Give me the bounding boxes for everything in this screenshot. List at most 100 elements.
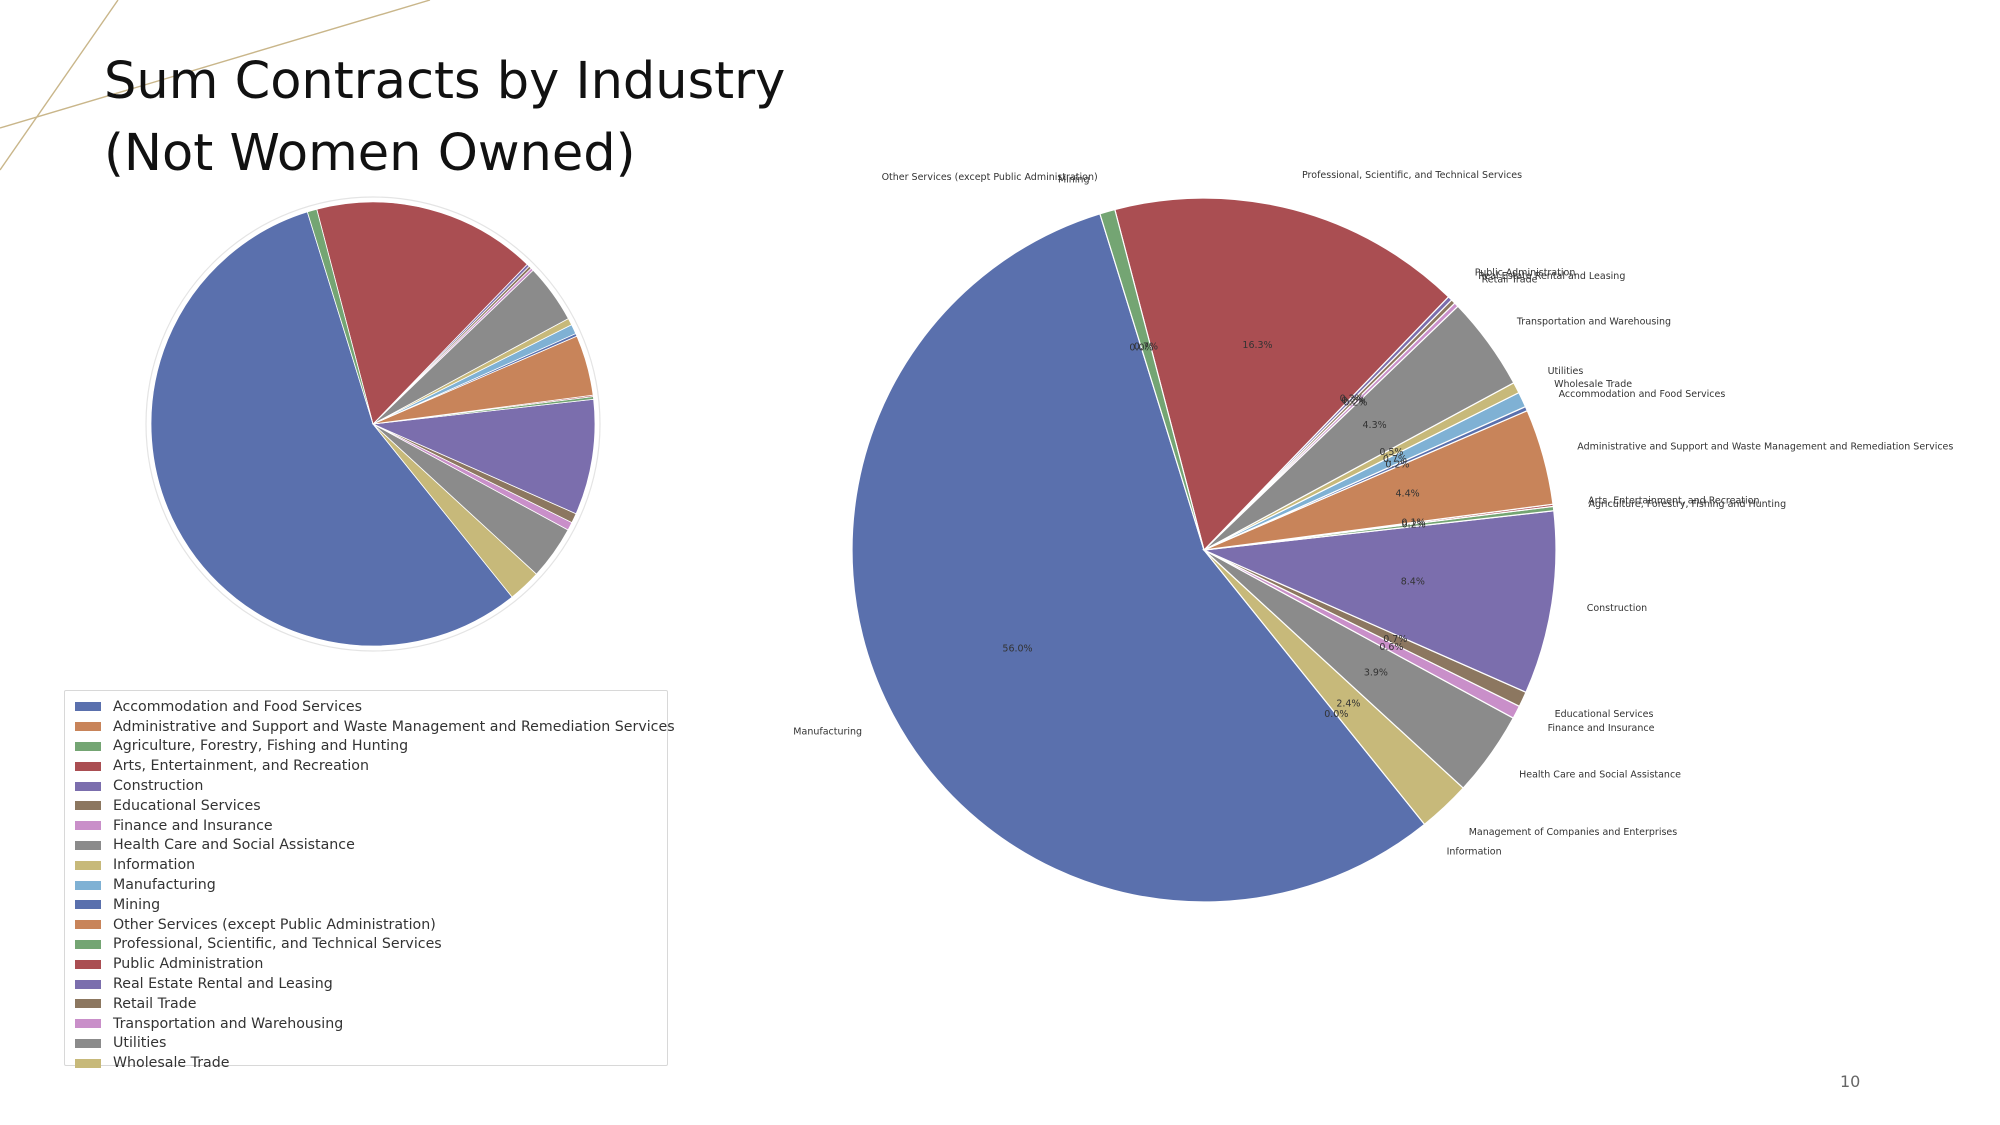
pie-large-outer-label: Other Services (except Public Administra… xyxy=(882,172,1098,183)
legend-label: Retail Trade xyxy=(113,995,197,1012)
pie-small-slice-construction xyxy=(371,398,596,515)
pie-large-outer-label: Construction xyxy=(1587,603,1648,614)
pie-large-outer-label: Agriculture, Forestry, Fishing and Hunti… xyxy=(1589,499,1787,510)
legend-item: Wholesale Trade xyxy=(71,1053,667,1073)
pie-large-pct-label: 56.0% xyxy=(1002,644,1032,655)
legend-item: Arts, Entertainment, and Recreation xyxy=(71,756,667,776)
pie-large-outer-label: Manufacturing xyxy=(793,726,862,737)
legend-label: Manufacturing xyxy=(113,877,216,894)
legend-label: Real Estate Rental and Leasing xyxy=(113,976,333,993)
legend-item: Information xyxy=(71,855,667,875)
legend-label: Construction xyxy=(113,778,204,795)
pie-large-outer-label: Information xyxy=(1447,846,1502,857)
legend-swatch xyxy=(75,959,101,969)
legend-item: Real Estate Rental and Leasing xyxy=(71,974,667,994)
pie-large-outer-label: Public Administration xyxy=(1475,268,1576,279)
pie-large-pct-label: 0.2% xyxy=(1402,520,1426,531)
legend-swatch xyxy=(75,1058,101,1068)
pie-large-slice-other-services-except-public-administration xyxy=(1099,208,1205,551)
slide-title: Sum Contracts by Industry (Not Women Own… xyxy=(104,52,786,183)
pie-large-outer-label: Management of Companies and Enterprises xyxy=(1469,827,1678,838)
legend-swatch xyxy=(75,920,101,930)
pie-large-outer-label: Transportation and Warehousing xyxy=(1516,316,1671,327)
pie-large-outer-label: Retail Trade xyxy=(1482,275,1538,286)
pie-large-outer-label: Educational Services xyxy=(1555,709,1654,720)
legend-label: Finance and Insurance xyxy=(113,817,273,834)
pie-large-pct-label: 2.4% xyxy=(1336,699,1360,710)
pie-large-pct-label: 8.4% xyxy=(1401,577,1425,588)
pie-small-slice-professional-scientific-and-technical-services xyxy=(316,201,528,425)
pie-large-pct-label: 0.2% xyxy=(1343,397,1367,408)
legend-item: Finance and Insurance xyxy=(71,816,667,836)
pie-large-pct-label: 0.0% xyxy=(1324,709,1348,720)
legend-swatch xyxy=(75,1019,101,1029)
pie-large-outer-label: Mining xyxy=(1058,175,1090,186)
legend-label: Information xyxy=(113,857,196,874)
legend-label: Other Services (except Public Administra… xyxy=(113,916,436,933)
legend-swatch xyxy=(75,821,101,831)
decor-line-2 xyxy=(0,0,431,129)
legend-label: Arts, Entertainment, and Recreation xyxy=(113,758,369,775)
pie-small-slice-manufacturing xyxy=(150,211,513,647)
legend-swatch xyxy=(75,781,101,791)
legend-item: Mining xyxy=(71,895,667,915)
pie-large-slice-professional-scientific-and-technical-services xyxy=(1114,197,1450,552)
legend-label: Mining xyxy=(113,896,161,913)
pie-large-outer-label: Accommodation and Food Services xyxy=(1559,389,1726,400)
legend-label: Professional, Scientific, and Technical … xyxy=(113,936,442,953)
legend-swatch xyxy=(75,722,101,732)
pie-large-pct-label: 0.2% xyxy=(1340,394,1364,405)
pie-large-pct-label: 0.1% xyxy=(1401,518,1425,529)
pie-large-pct-label: 0.2% xyxy=(1385,460,1409,471)
pie-large-pct-label: 0.0% xyxy=(1129,343,1153,354)
legend-swatch xyxy=(75,860,101,870)
legend-item: Health Care and Social Assistance xyxy=(71,836,667,856)
legend-item: Transportation and Warehousing xyxy=(71,1014,667,1034)
legend-item: Accommodation and Food Services xyxy=(71,697,667,717)
pie-large-outer-label: Professional, Scientific, and Technical … xyxy=(1302,170,1522,181)
legend-swatch xyxy=(75,741,101,751)
legend-swatch xyxy=(75,999,101,1009)
legend-swatch xyxy=(75,761,101,771)
pie-large-pct-label: 16.3% xyxy=(1242,340,1272,351)
legend-swatch xyxy=(75,900,101,910)
pie-large-pct-label: 0.7% xyxy=(1134,341,1158,352)
legend-item: Other Services (except Public Administra… xyxy=(71,915,667,935)
decor-line-1 xyxy=(0,0,119,171)
legend-swatch xyxy=(75,702,101,712)
legend-item: Construction xyxy=(71,776,667,796)
pie-large-outer-label: Utilities xyxy=(1548,366,1584,377)
legend-item: Educational Services xyxy=(71,796,667,816)
legend-item: Public Administration xyxy=(71,954,667,974)
legend-item: Professional, Scientific, and Technical … xyxy=(71,935,667,955)
pie-large-pct-label: 4.3% xyxy=(1363,420,1387,431)
chart-legend: Accommodation and Food Services Administr… xyxy=(64,690,675,1071)
legend-label: Health Care and Social Assistance xyxy=(113,837,355,854)
pie-large-pct-label: 4.4% xyxy=(1396,488,1420,499)
legend-item: Administrative and Support and Waste Man… xyxy=(71,717,675,737)
legend-label: Administrative and Support and Waste Man… xyxy=(113,718,675,735)
pie-large-outer-label: Administrative and Support and Waste Man… xyxy=(1577,442,1953,453)
legend-label: Agriculture, Forestry, Fishing and Hunti… xyxy=(113,738,409,755)
legend-label: Wholesale Trade xyxy=(113,1055,230,1072)
legend-item: Manufacturing xyxy=(71,875,667,895)
pie-large-outer-label: Health Care and Social Assistance xyxy=(1519,770,1681,781)
pie-large-pct-label: 0.7% xyxy=(1383,634,1407,645)
page-number: 10 xyxy=(1840,1072,1861,1091)
pie-large-outer-label: Wholesale Trade xyxy=(1554,379,1632,390)
legend-swatch xyxy=(75,840,101,850)
pie-large-outer-label: Real Estate Rental and Leasing xyxy=(1478,271,1625,282)
legend-label: Accommodation and Food Services xyxy=(113,698,363,715)
legend-item: Retail Trade xyxy=(71,994,667,1014)
legend-item: Utilities xyxy=(71,1034,667,1054)
legend-swatch xyxy=(75,801,101,811)
legend-swatch xyxy=(75,1038,101,1048)
legend-label: Public Administration xyxy=(113,956,264,973)
pie-large-pct-label: 0.7% xyxy=(1383,454,1407,465)
pie-small-outline xyxy=(145,196,601,652)
pie-large-pct-label: 0.6% xyxy=(1379,642,1403,653)
pie-large-outer-label: Arts, Entertainment, and Recreation xyxy=(1588,495,1759,506)
pie-large-slice-manufacturing xyxy=(851,212,1426,903)
pie-large-slice-construction xyxy=(1201,510,1557,694)
